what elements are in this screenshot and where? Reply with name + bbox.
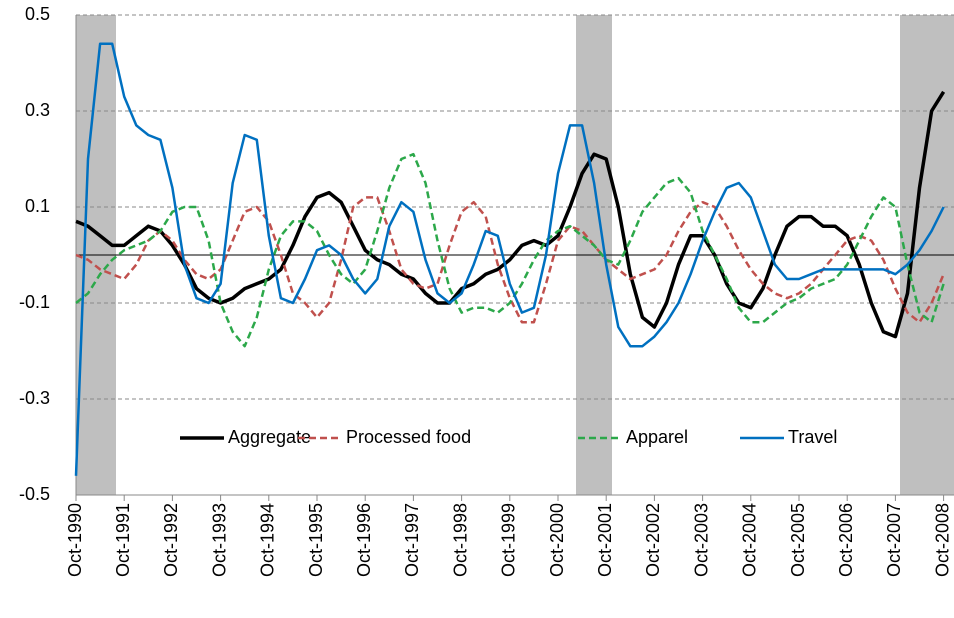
x-tick-label: Oct-2007 — [884, 503, 904, 577]
x-tick-label: Oct-2001 — [595, 503, 615, 577]
x-tick-label: Oct-1996 — [354, 503, 374, 577]
x-tick-label: Oct-2003 — [691, 503, 711, 577]
legend-label: Travel — [788, 427, 837, 447]
x-tick-label: Oct-2006 — [836, 503, 856, 577]
legend-label: Apparel — [626, 427, 688, 447]
x-tick-label: Oct-2008 — [932, 503, 952, 577]
y-tick-label: 0.5 — [25, 4, 50, 24]
x-tick-label: Oct-2002 — [643, 503, 663, 577]
y-tick-label: -0.3 — [19, 388, 50, 408]
x-tick-label: Oct-2005 — [788, 503, 808, 577]
series-line — [75, 90, 946, 339]
x-tick-label: Oct-1990 — [65, 503, 85, 577]
x-tick-label: Oct-2004 — [740, 503, 760, 577]
x-tick-label: Oct-1993 — [209, 503, 229, 577]
x-tick-label: Oct-1991 — [113, 503, 133, 577]
y-tick-label: 0.3 — [25, 100, 50, 120]
series-line — [74, 42, 945, 476]
legend-label: Processed food — [346, 427, 471, 447]
y-tick-label: -0.5 — [19, 484, 50, 504]
x-tick-label: Oct-1999 — [499, 503, 519, 577]
y-tick-label: 0.1 — [25, 196, 50, 216]
x-tick-label: Oct-1995 — [306, 503, 326, 577]
x-tick-label: Oct-1998 — [450, 503, 470, 577]
legend-label: Aggregate — [228, 427, 311, 447]
x-tick-label: Oct-1994 — [258, 503, 278, 577]
x-tick-label: Oct-1992 — [161, 503, 181, 577]
series-line — [75, 196, 945, 324]
x-tick-label: Oct-1997 — [402, 503, 422, 577]
x-tick-label: Oct-2000 — [547, 503, 567, 577]
series-line — [75, 152, 945, 348]
y-tick-label: -0.1 — [19, 292, 50, 312]
